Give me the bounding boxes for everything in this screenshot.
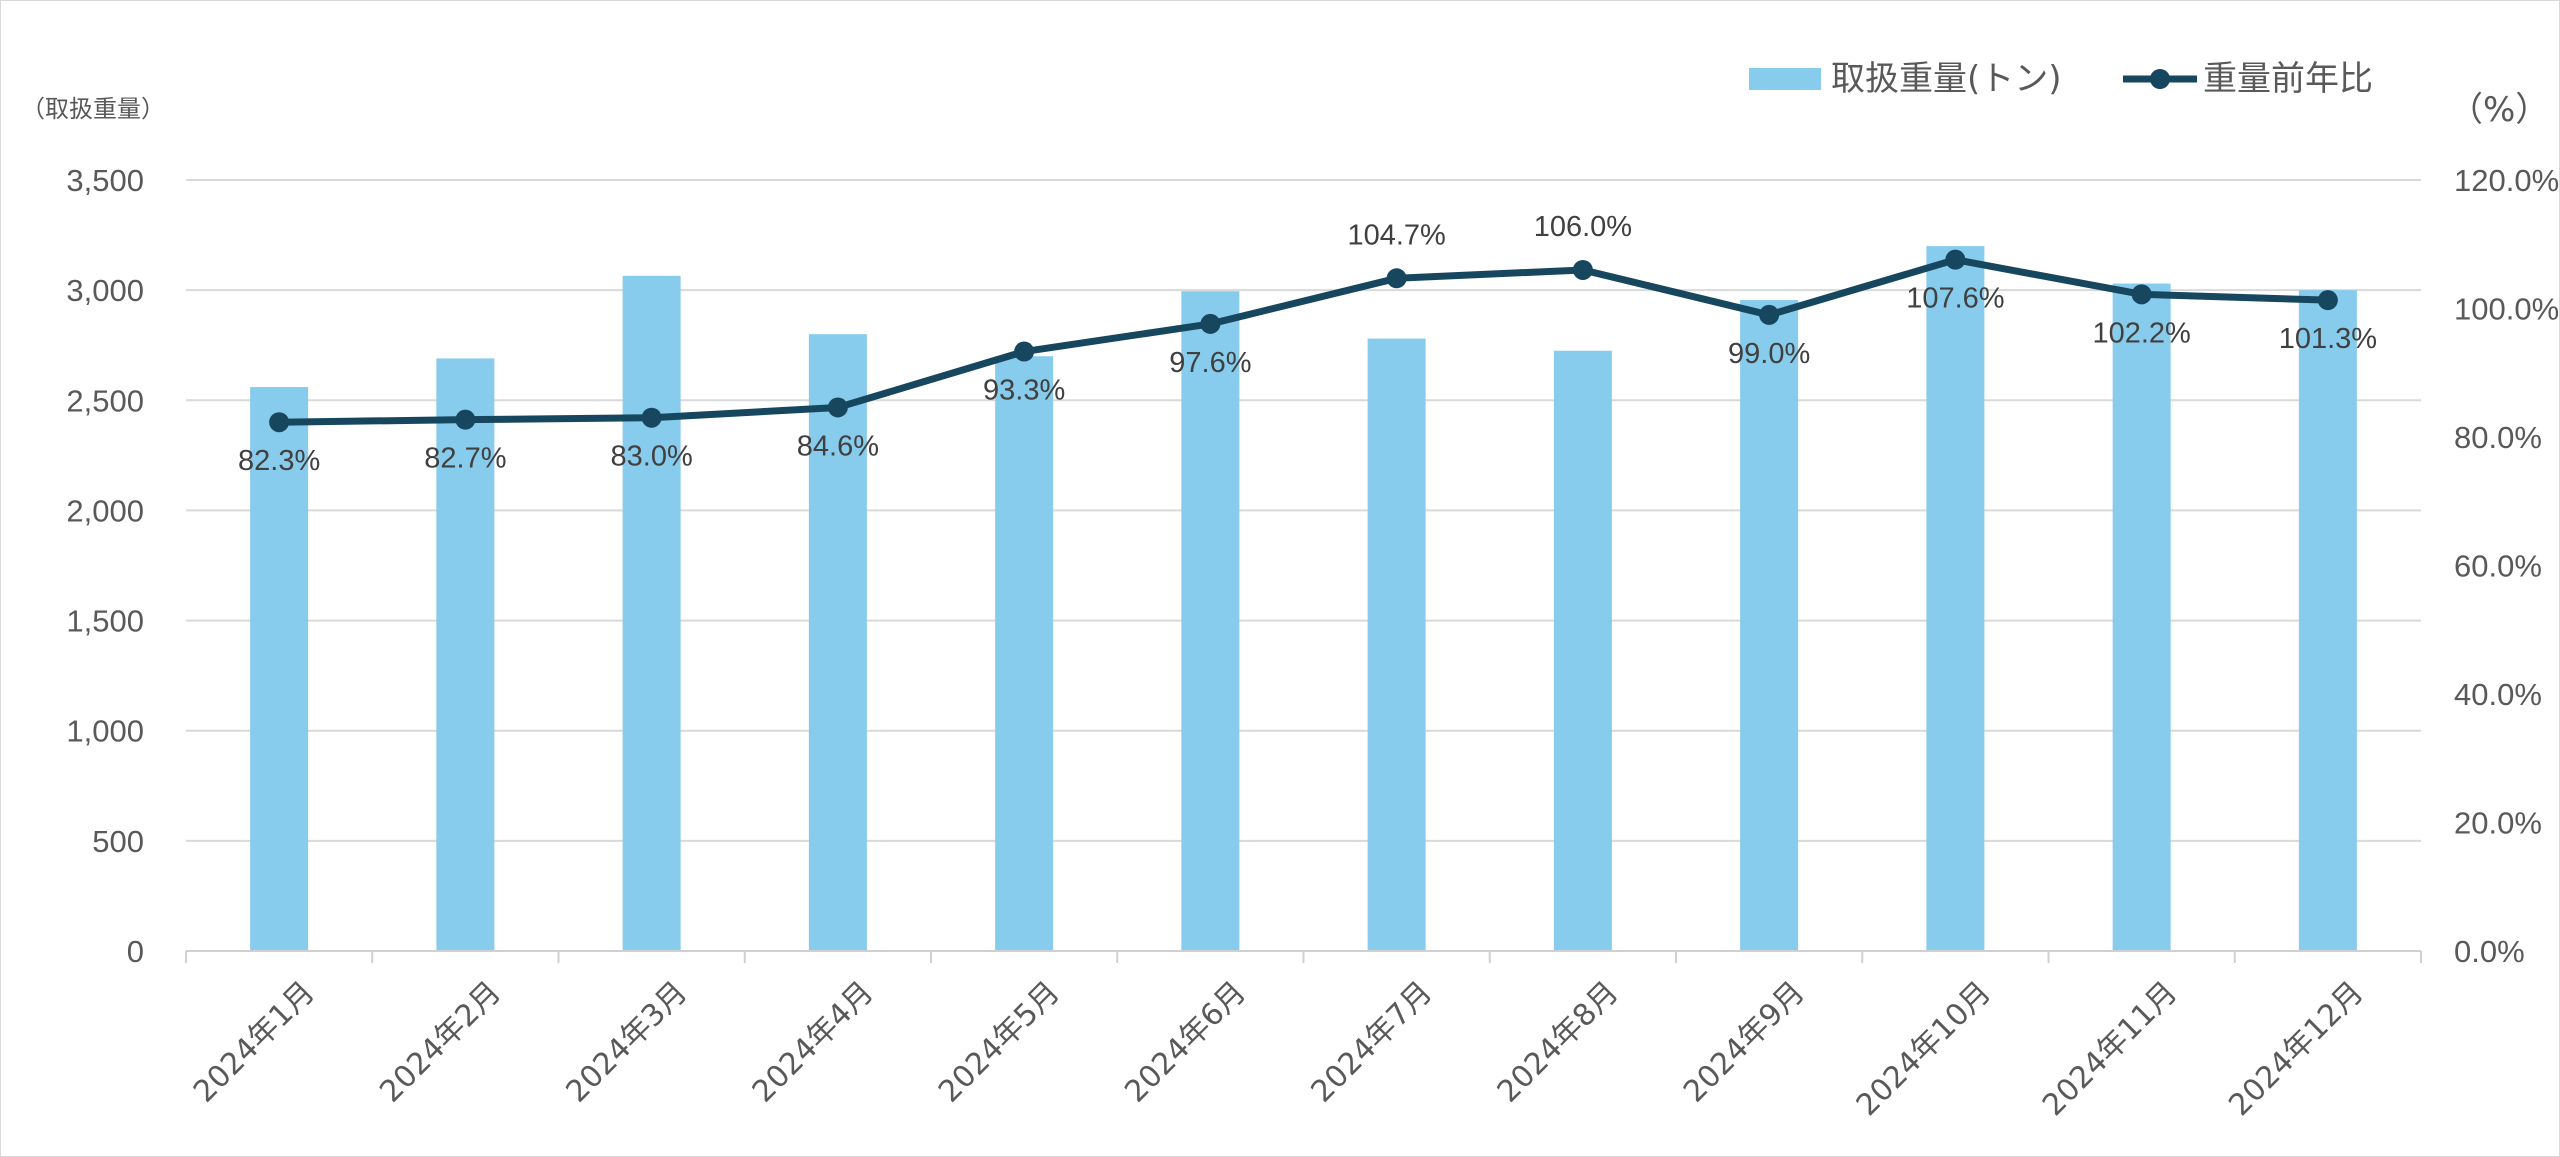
line-data-label: 97.6%: [1169, 347, 1251, 379]
line-marker: [2131, 284, 2152, 305]
line-series: 82.3% 82.7% 83.0% 84.6% 93.3% 97.6% 104.7% 106.…: [238, 211, 2377, 477]
y-left-tick-label: 1,000: [66, 714, 144, 749]
x-category-label: 2024年10月: [1850, 975, 1998, 1123]
bar: [436, 358, 495, 952]
bar: [1926, 246, 1985, 952]
line-marker: [641, 407, 662, 428]
bar: [2112, 283, 2171, 951]
legend-label-bar: 取扱重量(トン): [1831, 59, 2062, 99]
y-left-tick-label: 0: [127, 934, 144, 969]
legend-swatch-marker: [2150, 69, 2170, 89]
line-data-label: 102.2%: [2092, 317, 2190, 349]
bar: [1181, 291, 1240, 952]
bar: [995, 356, 1054, 951]
x-category-label: 2024年7月: [1305, 975, 1440, 1110]
x-category-label: 2024年3月: [560, 975, 695, 1110]
line-marker: [2317, 290, 2338, 311]
x-category-label: 2024年5月: [932, 975, 1067, 1110]
bar-series: [250, 246, 2357, 952]
y-left-tick-label: 2,500: [66, 383, 144, 418]
x-category-label: 2024年2月: [373, 975, 508, 1110]
x-category-label: 2024年8月: [1491, 975, 1626, 1110]
y-right-tick-label: 120.0%: [2454, 163, 2559, 198]
line-data-label: 82.7%: [424, 443, 506, 475]
category-labels: 2024年1月 2024年2月 2024年3月 2024年4月 2024年5月 2024年…: [187, 975, 2370, 1123]
legend: 取扱重量(トン) 重量前年比: [1749, 59, 2373, 99]
y-right-tick-label: 40.0%: [2454, 677, 2542, 712]
bar: [622, 275, 681, 951]
line-path: [279, 256, 2328, 426]
line-marker: [1572, 259, 1593, 280]
line-data-label: 106.0%: [1534, 211, 1632, 243]
line-data-label: 101.3%: [2279, 323, 2377, 355]
bar: [808, 334, 867, 951]
x-category-label: 2024年4月: [746, 975, 881, 1110]
legend-label-line: 重量前年比: [2203, 59, 2373, 99]
line-data-label: 93.3%: [983, 375, 1065, 407]
x-category-label: 2024年11月: [2036, 975, 2184, 1123]
line-marker: [1386, 268, 1407, 289]
y-axis-left-title: （取扱重量）: [21, 95, 165, 123]
bar: [1367, 338, 1426, 951]
line-data-label: 104.7%: [1347, 219, 1445, 251]
x-category-label: 2024年12月: [2222, 975, 2370, 1123]
line-data-label: 107.6%: [1906, 283, 2004, 315]
line-data-label: 82.3%: [238, 445, 320, 477]
line-data-label: 99.0%: [1728, 338, 1810, 370]
x-axis: [185, 950, 2422, 963]
line-marker: [455, 409, 476, 430]
line-marker: [1759, 304, 1780, 325]
line-marker: [1200, 313, 1221, 334]
bar: [2298, 290, 2357, 952]
y-left-tick-label: 2,000: [66, 493, 144, 528]
y-axis-left: 0 500 1,000 1,500 2,000 2,500 3,000 3,500: [66, 163, 144, 969]
x-category-label: 2024年1月: [187, 975, 322, 1110]
bar: [250, 387, 309, 951]
line-marker: [1945, 249, 1966, 270]
line-data-label: 83.0%: [611, 441, 693, 473]
y-left-tick-label: 3,500: [66, 163, 144, 198]
y-axis-right-title: （%）: [2449, 90, 2549, 130]
bar: [1553, 350, 1612, 951]
y-right-tick-label: 60.0%: [2454, 549, 2542, 584]
y-left-tick-label: 3,000: [66, 273, 144, 308]
line-marker: [269, 412, 290, 433]
y-right-tick-label: 20.0%: [2454, 806, 2542, 841]
legend-swatch-bar: [1749, 68, 1821, 90]
y-right-tick-label: 80.0%: [2454, 420, 2542, 455]
line-marker: [1014, 341, 1035, 362]
x-category-label: 2024年9月: [1677, 975, 1812, 1110]
gridlines: [186, 179, 2421, 842]
line-marker: [827, 397, 848, 418]
y-right-tick-label: 0.0%: [2454, 934, 2525, 969]
y-axis-right: 0.0% 20.0% 40.0% 60.0% 80.0% 100.0% 120.0%: [2454, 163, 2559, 969]
y-left-tick-label: 1,500: [66, 604, 144, 639]
y-left-tick-label: 500: [92, 824, 144, 859]
x-category-label: 2024年6月: [1118, 975, 1253, 1110]
line-data-label: 84.6%: [797, 430, 879, 462]
y-right-tick-label: 100.0%: [2454, 292, 2559, 327]
bar: [1740, 300, 1799, 951]
